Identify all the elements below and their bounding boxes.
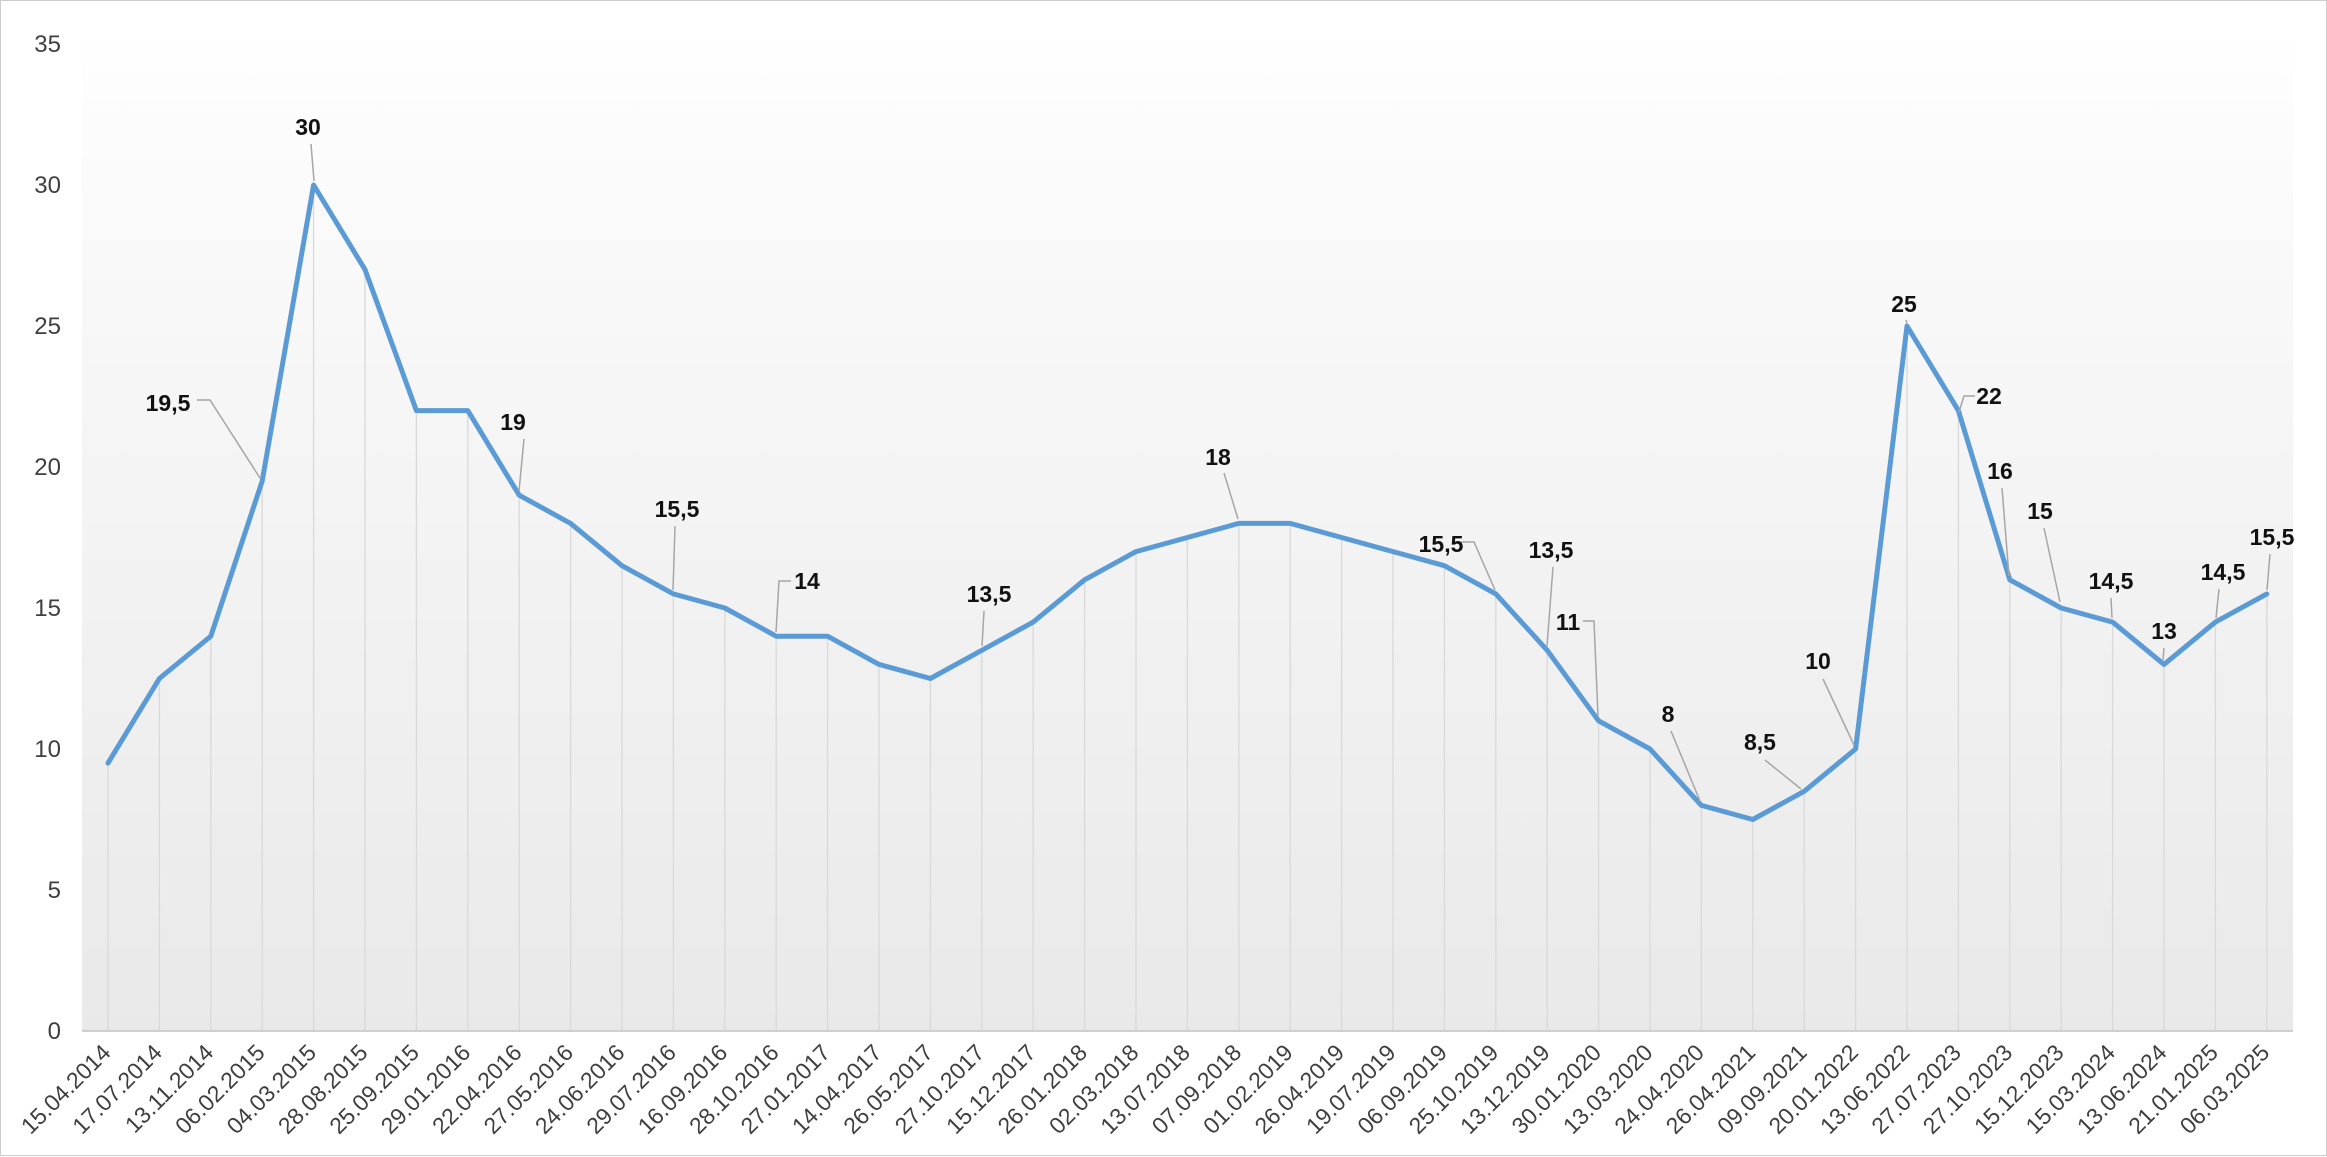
data-label: 15,5 [2250, 524, 2295, 550]
data-label: 13 [2151, 618, 2177, 644]
label-leader-line [1822, 678, 1855, 746]
data-label: 19,5 [146, 390, 191, 416]
y-axis-tick-label: 20 [34, 454, 61, 481]
data-label: 16 [1987, 458, 2013, 484]
label-leader-line [518, 438, 525, 492]
data-label: 8 [1662, 701, 1675, 727]
label-leader-line [1461, 541, 1496, 591]
data-label: 10 [1805, 648, 1831, 674]
y-axis-tick-label: 25 [34, 313, 61, 340]
plot-root: 19,5 30 19 15,5 14 13,5 18 15,5 13,5 11 8 8,5 10 25 22… [16, 31, 2295, 1139]
label-leader-line [2043, 527, 2061, 603]
data-label: 14,5 [2201, 559, 2246, 585]
data-label: 19 [500, 409, 526, 435]
data-label: 14 [794, 568, 820, 594]
label-leader-line [981, 610, 985, 647]
data-label: 14,5 [2089, 568, 2134, 594]
y-axis-tick-label: 0 [48, 1018, 61, 1045]
y-axis-tick-label: 15 [34, 595, 61, 622]
y-axis-tick-label: 5 [48, 877, 61, 904]
y-axis-tick-label: 35 [34, 31, 61, 58]
label-leader-line [2215, 588, 2220, 619]
y-axis-tick-label: 30 [34, 172, 61, 199]
data-label: 15,5 [1419, 531, 1464, 557]
label-leader-line [2110, 597, 2113, 619]
data-label: 30 [295, 114, 321, 140]
series-line [105, 182, 2270, 822]
data-label: 25 [1891, 291, 1917, 317]
label-leader-line [1764, 759, 1802, 790]
data-label: 22 [1976, 383, 2002, 409]
label-leader-line [1583, 620, 1599, 717]
label-leader-line [2266, 553, 2271, 591]
data-label: 18 [1205, 444, 1231, 470]
label-leader-line [1958, 395, 1975, 413]
label-leader-line [775, 580, 791, 633]
data-label: 15,5 [655, 496, 700, 522]
data-label: 13,5 [967, 581, 1012, 607]
data-label: 13,5 [1529, 537, 1574, 563]
label-leader-line [197, 399, 261, 479]
data-label: 11 [1556, 609, 1581, 635]
label-leader-line [1223, 472, 1239, 520]
label-leader-line [310, 143, 315, 182]
label-leader-line [1905, 319, 1908, 324]
label-leader-line [1670, 730, 1701, 802]
y-axis-tick-label: 10 [34, 736, 61, 763]
data-label: 15 [2027, 498, 2053, 524]
label-leader-line [2162, 647, 2165, 661]
label-leader-line [1546, 566, 1554, 647]
label-leader-line [672, 525, 676, 591]
data-label: 8,5 [1744, 729, 1776, 755]
label-leader-line [2001, 487, 2010, 577]
